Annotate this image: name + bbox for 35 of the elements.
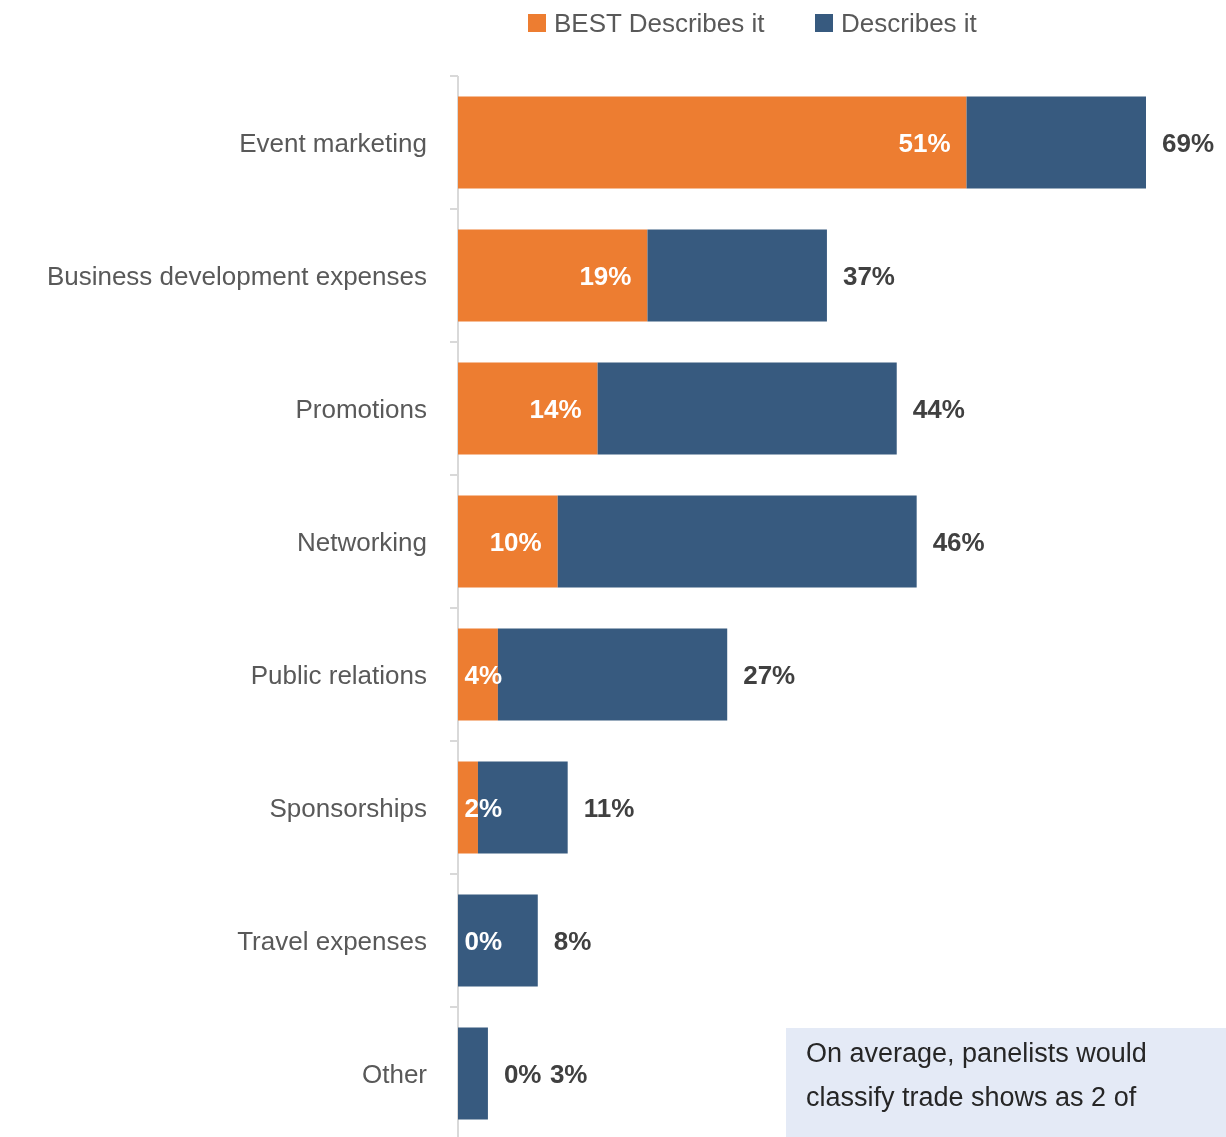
legend-label: BEST Describes it bbox=[554, 8, 766, 39]
total-label: 27% bbox=[743, 659, 796, 690]
bar bbox=[458, 1027, 488, 1120]
bar bbox=[647, 229, 827, 322]
total-label: 3% bbox=[549, 1058, 588, 1089]
total-label: 37% bbox=[842, 260, 895, 291]
data-label: 0% bbox=[503, 1058, 542, 1089]
bar bbox=[458, 362, 598, 455]
y-tick-label: Sponsorships bbox=[269, 792, 427, 823]
annotation: On average, panelists would classify trade shows as 2 of bbox=[806, 1038, 1147, 1112]
data-label: 19% bbox=[579, 260, 632, 291]
bar bbox=[557, 495, 917, 588]
data-label: 51% bbox=[898, 127, 951, 158]
y-tick-label: Public relations bbox=[250, 659, 427, 690]
total-label: 11% bbox=[583, 792, 635, 823]
total-label: 44% bbox=[912, 393, 965, 424]
y-tick-label: Travel expenses bbox=[237, 925, 427, 956]
y-tick-label: Networking bbox=[296, 526, 427, 557]
total-label: 8% bbox=[553, 925, 592, 956]
y-tick-label: Business development expenses bbox=[46, 260, 427, 291]
bar bbox=[458, 495, 558, 588]
bar bbox=[597, 362, 897, 455]
data-label: 0% bbox=[464, 925, 502, 956]
bar bbox=[458, 894, 538, 987]
bar bbox=[458, 229, 648, 322]
legend-label: Describes it bbox=[841, 8, 978, 39]
bar bbox=[966, 96, 1146, 189]
y-tick-label: Promotions bbox=[295, 393, 427, 424]
total-label: 69% bbox=[1162, 127, 1215, 158]
y-tick-label: Event marketing bbox=[239, 127, 427, 158]
data-label: 10% bbox=[489, 526, 542, 557]
data-label: 14% bbox=[529, 393, 582, 424]
total-label: 46% bbox=[932, 526, 985, 557]
y-tick-label: Other bbox=[361, 1058, 428, 1089]
bar bbox=[458, 96, 967, 189]
